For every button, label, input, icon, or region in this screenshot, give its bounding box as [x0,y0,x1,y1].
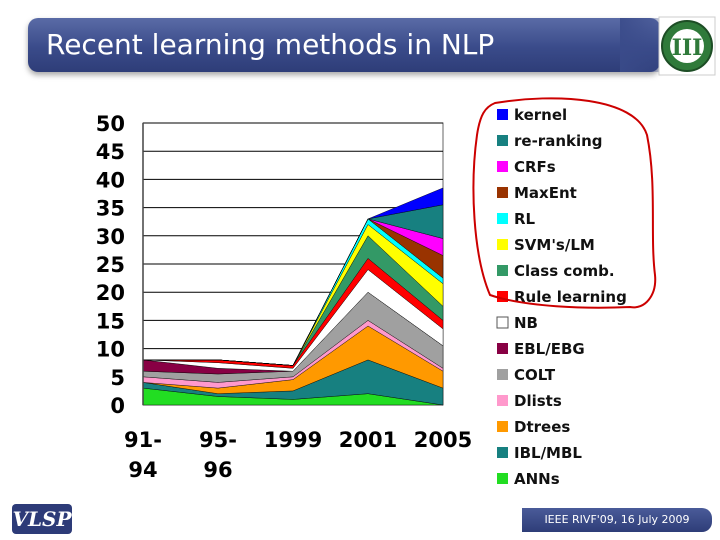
x-tick-line: 96 [203,458,232,482]
legend-swatch [497,447,508,458]
legend-label: Dlists [514,392,562,410]
legend-swatch [497,291,508,302]
legend-label: SVM's/LM [514,236,595,254]
x-tick-line: 94 [128,458,157,482]
slide-title: Recent learning methods in NLP [46,28,495,61]
x-tick-label: 91-94 [124,428,162,482]
x-tick-label: 2001 [339,428,397,452]
title-bar: Recent learning methods in NLP [28,18,680,72]
y-tick-label: 35 [96,197,125,221]
legend-label: CRFs [514,158,556,176]
emblem-lettering: III [672,35,703,61]
legend-label: re-ranking [514,132,603,150]
legend: kernel re-ranking CRFs MaxEnt RL SVM's/LM Clas… [496,106,627,488]
legend-swatch [497,343,508,354]
legend-label: kernel [514,106,567,124]
x-tick-label: 95-96 [199,428,237,482]
legend-label: EBL/EBG [514,340,585,358]
legend-swatch [497,369,508,380]
legend-label: MaxEnt [514,184,577,202]
y-tick-label: 15 [96,309,125,333]
y-tick-label: 30 [96,225,125,249]
y-tick-label: 20 [96,281,125,305]
x-tick-line: 2001 [339,428,397,452]
footer-text: IEEE RIVF'09, 16 July 2009 [522,508,712,532]
legend-swatch [497,187,508,198]
x-tick-label: 2005 [414,428,472,452]
legend-label: Class comb. [514,262,615,280]
x-tick-label: 1999 [264,428,322,452]
hand-drawn-annotation-circle [472,97,657,309]
legend-swatch [497,161,508,172]
legend-swatch [497,265,508,276]
legend-label: NB [514,314,538,332]
legend-label: IBL/MBL [514,444,582,462]
legend-swatch [497,213,508,224]
legend-swatch [497,239,508,250]
y-tick-label: 25 [96,253,125,277]
area-layer [142,187,444,406]
legend-swatch [496,316,509,329]
legend-label: Dtrees [514,418,570,436]
legend-label: Rule learning [514,288,627,306]
legend-swatch [497,395,508,406]
x-tick-line: 2005 [414,428,472,452]
university-emblem: III [658,16,716,76]
y-tick-label: 50 [96,112,125,136]
y-tick-label: 10 [96,338,125,362]
y-tick-label: 40 [96,168,125,192]
y-tick-label: 0 [110,394,125,418]
vlsp-logo: VLSP [12,504,72,534]
legend-label: COLT [514,366,556,384]
x-tick-line: 1999 [264,428,322,452]
legend-swatch [497,135,508,146]
legend-label: ANNs [514,470,560,488]
y-tick-label: 5 [110,366,125,390]
legend-swatch [497,109,508,120]
x-tick-line: 95- [199,428,237,452]
legend-label: RL [514,210,536,228]
area-series-kernel [143,187,444,366]
y-tick-label: 45 [96,140,125,164]
legend-swatch [497,421,508,432]
x-tick-line: 91- [124,428,162,452]
legend-swatch [497,473,508,484]
